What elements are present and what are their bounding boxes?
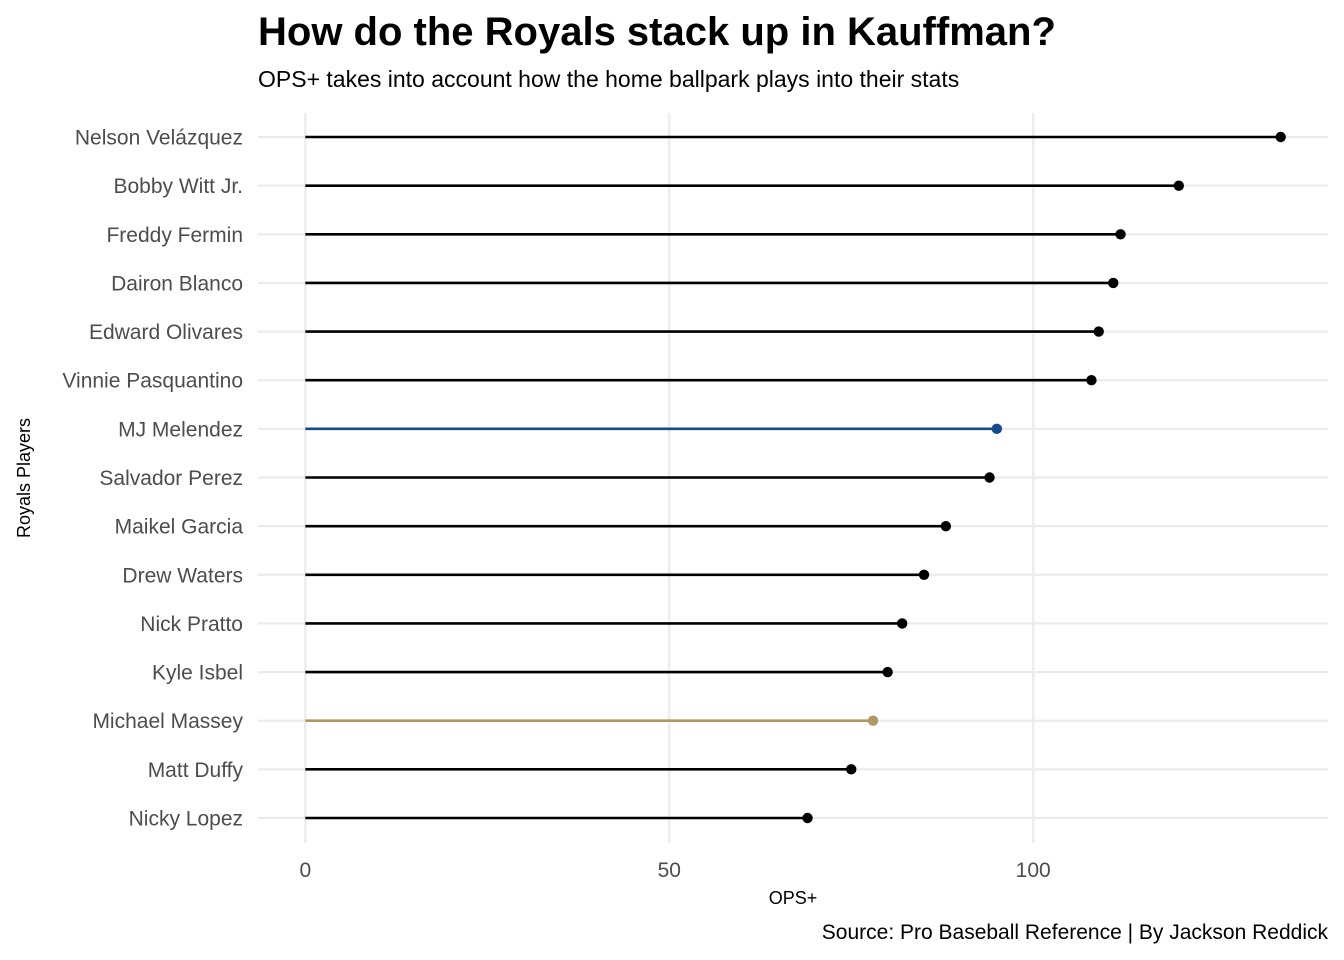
chart-title: How do the Royals stack up in Kauffman? — [258, 10, 1056, 54]
lollipop-point — [867, 715, 879, 726]
x-tick-label: 0 — [299, 859, 311, 882]
y-tick-label: Michael Massey — [92, 710, 243, 733]
lollipop-chart: Nelson Velázquez Bobby Witt Jr. Freddy Fer… — [14, 113, 1328, 908]
lollipop-point — [802, 812, 813, 824]
lollipop-point — [1173, 180, 1184, 191]
chart-subtitle: OPS+ takes into account how the home bal… — [258, 66, 960, 92]
lollipop-point — [991, 423, 1003, 435]
lollipop-point — [984, 472, 995, 483]
x-tick-label: 100 — [1016, 859, 1051, 882]
lollipop-point — [1093, 326, 1104, 337]
lollipop-point — [1115, 229, 1126, 240]
y-tick-label: Kyle Isbel — [152, 662, 243, 685]
lollipop-point — [1086, 375, 1097, 386]
y-tick-label: Nick Pratto — [140, 613, 243, 636]
lollipop-point — [846, 764, 857, 775]
y-tick-label: Dairon Blanco — [111, 272, 243, 295]
x-axis-ticks: 0 50 100 — [299, 859, 1050, 882]
lollipop-point — [940, 520, 952, 532]
lollipop-point — [918, 569, 930, 580]
y-tick-label: Nelson Velázquez — [75, 127, 243, 150]
y-tick-label: Freddy Fermin — [106, 224, 243, 247]
y-tick-label: Nicky Lopez — [129, 808, 243, 831]
chart-caption: Source: Pro Baseball Reference | By Jack… — [821, 921, 1328, 944]
lollipop-point — [896, 618, 908, 629]
lollipop-point — [882, 666, 893, 678]
y-tick-label: Bobby Witt Jr. — [113, 175, 243, 198]
y-tick-label: Drew Waters — [122, 564, 243, 587]
y-tick-label: Matt Duffy — [148, 759, 244, 782]
y-tick-label: Maikel Garcia — [115, 516, 244, 539]
y-axis-title: Royals Players — [14, 418, 34, 538]
y-tick-label: Salvador Perez — [99, 467, 243, 490]
x-tick-label: 50 — [658, 859, 681, 882]
y-tick-label: Edward Olivares — [89, 321, 243, 344]
x-axis-title: OPS+ — [769, 888, 818, 908]
y-tick-label: MJ Melendez — [118, 418, 243, 441]
y-axis-ticks: Nelson Velázquez Bobby Witt Jr. Freddy Fer… — [62, 127, 243, 831]
chart-marks — [305, 131, 1286, 824]
lollipop-point — [1108, 277, 1119, 289]
y-tick-label: Vinnie Pasquantino — [62, 370, 243, 393]
lollipop-point — [1275, 131, 1286, 143]
